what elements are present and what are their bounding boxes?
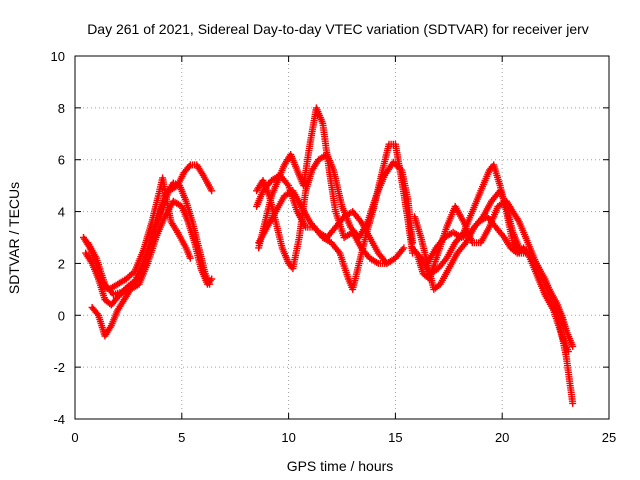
y-tick-label: -2 — [53, 360, 65, 375]
x-tick-label: 20 — [495, 430, 509, 445]
y-tick-label: 4 — [58, 205, 65, 220]
data-point-markers — [84, 179, 214, 298]
x-axis-label: GPS time / hours — [287, 458, 394, 474]
y-tick-label: -4 — [53, 412, 65, 427]
series-track-l — [423, 213, 577, 350]
y-tick-label: 2 — [58, 256, 65, 271]
chart-title: Day 261 of 2021, Sidereal Day-to-day VTE… — [87, 21, 589, 37]
axis-ticks: 0 5 10 15 20 25 -4 -2 0 2 4 6 8 10 — [51, 49, 617, 445]
data-point-markers — [423, 213, 577, 350]
series-track-c — [88, 197, 216, 340]
grid — [75, 56, 609, 419]
x-tick-label: 5 — [178, 430, 185, 445]
data-marks — [80, 104, 577, 407]
x-tick-label: 25 — [602, 430, 616, 445]
y-tick-label: 6 — [58, 153, 65, 168]
x-tick-label: 10 — [281, 430, 295, 445]
y-tick-label: 0 — [58, 308, 65, 323]
y-tick-label: 8 — [58, 101, 65, 116]
series-track-d — [84, 179, 214, 298]
plot-frame — [74, 55, 610, 420]
x-tick-label: 15 — [388, 430, 402, 445]
x-tick-label: 0 — [71, 430, 78, 445]
data-point-markers — [88, 197, 216, 340]
y-axis-label: SDTVAR / TECUs — [6, 182, 22, 294]
series-track-h — [255, 187, 391, 267]
y-tick-label: 10 — [51, 49, 65, 64]
data-point-markers — [255, 187, 391, 267]
